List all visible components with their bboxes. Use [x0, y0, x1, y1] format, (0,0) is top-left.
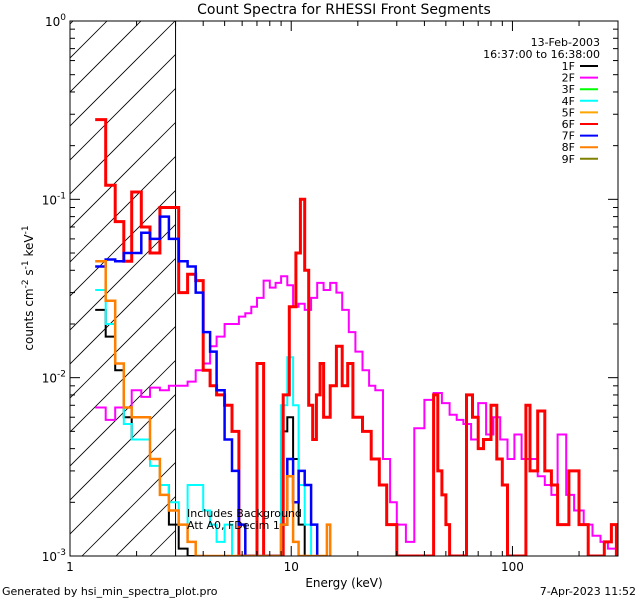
y-tick-label: 100: [45, 13, 66, 29]
y-tick-label: 10-3: [42, 548, 66, 564]
series-line-8F: [95, 259, 332, 556]
legend-label-8F: 8F: [562, 141, 575, 154]
time-range-label: 16:37:00 to 16:38:00: [483, 48, 600, 61]
attenuator-hatched-region: [70, 21, 618, 556]
annotation-attenuator: Att A0, FDecim 1: [187, 519, 280, 532]
x-tick-label: 1: [66, 560, 74, 574]
x-tick-label: 100: [501, 560, 524, 574]
y-tick-label: 10-1: [42, 191, 66, 207]
footer-timestamp: 7-Apr-2023 11:52: [540, 585, 636, 598]
y-axis-label: counts cm-2 s-1 keV-1: [21, 225, 36, 350]
legend-label-6F: 6F: [562, 118, 575, 131]
legend-label-3F: 3F: [562, 83, 575, 96]
y-tick-label: 10-2: [42, 370, 66, 386]
legend-label-2F: 2F: [562, 72, 575, 85]
annotation-background: Includes Background: [187, 507, 302, 520]
legend-label-1F: 1F: [562, 60, 575, 73]
legend-label-4F: 4F: [562, 95, 575, 108]
chart-title: Count Spectra for RHESSI Front Segments: [197, 2, 491, 18]
date-label: 13-Feb-2003: [531, 36, 600, 49]
legend-label-5F: 5F: [562, 106, 575, 119]
series-line-4F: [95, 289, 313, 556]
x-tick-label: 10: [284, 560, 299, 574]
legend-label-7F: 7F: [562, 130, 575, 143]
x-axis-label: Energy (keV): [305, 576, 382, 590]
plot-frame: [69, 20, 619, 557]
legend-label-9F: 9F: [562, 153, 575, 166]
footer-generated-by: Generated by hsi_min_spectra_plot.pro: [2, 585, 218, 598]
